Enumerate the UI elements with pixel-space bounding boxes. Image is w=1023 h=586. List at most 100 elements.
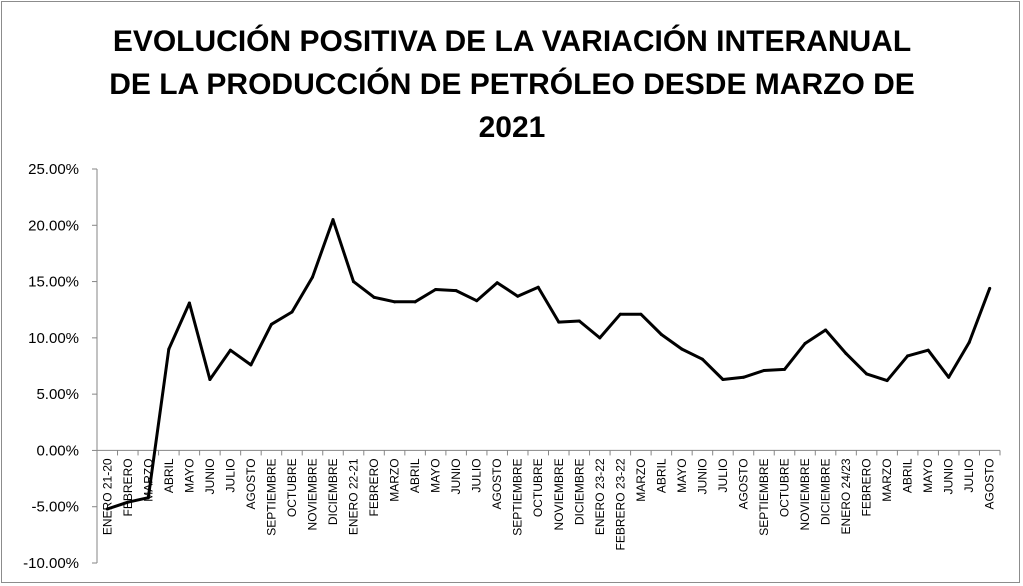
data-point — [208, 378, 212, 382]
x-tick-label: NOVIEMBRE — [305, 458, 319, 530]
x-tick-label: MAYO — [182, 458, 196, 492]
x-tick-label: JUNIO — [449, 458, 463, 494]
data-point — [618, 312, 622, 316]
x-tick-label: ENERO 23-22 — [593, 458, 607, 535]
data-point — [249, 363, 253, 367]
y-axis-tick-marks — [92, 168, 97, 564]
x-tick-label: FEBRERO — [121, 458, 135, 516]
x-tick-label: ABRIL — [901, 458, 915, 493]
data-point — [639, 312, 643, 316]
data-point — [187, 301, 191, 305]
x-tick-label: MAYO — [429, 458, 443, 492]
x-tick-label: FEBRERO 23-22 — [613, 458, 627, 550]
data-point — [495, 281, 499, 285]
data-point — [906, 354, 910, 358]
data-point — [413, 300, 417, 304]
x-tick-label: SEPTIEMBRE — [511, 458, 525, 535]
data-point — [167, 347, 171, 351]
data-point — [557, 320, 561, 324]
data-point — [536, 285, 540, 289]
x-tick-label: FEBRERO — [860, 458, 874, 516]
y-axis-tick-labels: -10.00% -5.00% 0.00% 5.00% 10.00% 15.00% 20.00… — [23, 161, 79, 572]
data-point — [721, 378, 725, 382]
data-point — [885, 379, 889, 383]
x-tick-label: JUNIO — [942, 458, 956, 494]
x-tick-label: OCTUBRE — [285, 458, 299, 517]
y-tick-label: 25.00% — [28, 161, 79, 178]
x-tick-label: NOVIEMBRE — [798, 458, 812, 530]
data-point — [372, 295, 376, 299]
x-tick-label: AGOSTO — [983, 458, 997, 509]
data-point — [598, 336, 602, 340]
y-tick-label: 5.00% — [36, 386, 79, 403]
series-line — [106, 218, 992, 511]
x-tick-label: FEBRERO — [367, 458, 381, 516]
data-point — [865, 372, 869, 376]
x-tick-label: OCTUBRE — [778, 458, 792, 517]
x-tick-label: OCTUBRE — [531, 458, 545, 517]
data-point — [577, 319, 581, 323]
data-point — [947, 375, 951, 379]
data-point — [741, 375, 745, 379]
data-point — [269, 322, 273, 326]
y-tick-label: 0.00% — [36, 442, 79, 459]
data-point — [331, 218, 335, 222]
x-tick-label: AGOSTO — [490, 458, 504, 509]
data-point — [783, 367, 787, 371]
data-point — [803, 341, 807, 345]
x-axis-tick-marks — [96, 450, 1001, 456]
data-point — [475, 299, 479, 303]
x-tick-label: MAYO — [921, 458, 935, 492]
data-point — [926, 348, 930, 352]
y-tick-label: 10.00% — [28, 330, 79, 347]
x-tick-label: DICIEMBRE — [819, 458, 833, 525]
data-point — [659, 332, 663, 336]
x-tick-label: AGOSTO — [736, 458, 750, 509]
x-tick-label: JULIO — [716, 458, 730, 492]
x-tick-label: DICIEMBRE — [572, 458, 586, 525]
x-tick-label: JULIO — [962, 458, 976, 492]
data-point — [126, 500, 130, 504]
x-tick-label: ENERO 22-21 — [347, 458, 361, 535]
x-tick-label: SEPTIEMBRE — [757, 458, 771, 535]
x-tick-label: ABRIL — [408, 458, 422, 493]
x-axis-tick-labels: ENERO 21-20 FEBRERO MARZO ABRIL MAYO JUNIO JUL… — [100, 458, 996, 550]
data-point — [310, 275, 314, 279]
data-point — [700, 357, 704, 361]
data-point — [516, 294, 520, 298]
data-point — [454, 289, 458, 293]
x-tick-label: MARZO — [880, 458, 894, 501]
chart-title: EVOLUCIÓN POSITIVA DE LA VARIACIÓN INTER… — [109, 25, 915, 144]
data-point — [824, 328, 828, 332]
x-tick-label: JULIO — [223, 458, 237, 492]
x-tick-label: NOVIEMBRE — [552, 458, 566, 530]
data-point — [105, 507, 109, 511]
y-tick-label: -5.00% — [31, 499, 79, 516]
x-tick-label: SEPTIEMBRE — [264, 458, 278, 535]
data-point — [762, 369, 766, 373]
x-tick-label: JUNIO — [695, 458, 709, 494]
x-tick-label: DICIEMBRE — [326, 458, 340, 525]
y-tick-label: 20.00% — [28, 217, 79, 234]
x-tick-label: JUNIO — [203, 458, 217, 494]
x-tick-label: ABRIL — [654, 458, 668, 493]
data-point — [434, 287, 438, 291]
data-point — [988, 286, 992, 290]
x-tick-label: ENERO 21-20 — [100, 458, 114, 535]
x-tick-label: JULIO — [470, 458, 484, 492]
x-tick-label: MAYO — [675, 458, 689, 492]
data-point — [352, 280, 356, 284]
y-tick-label: 15.00% — [28, 274, 79, 291]
x-tick-label: AGOSTO — [244, 458, 258, 509]
x-tick-label: ABRIL — [162, 458, 176, 493]
data-point — [228, 348, 232, 352]
x-tick-label: MARZO — [634, 458, 648, 501]
data-point — [393, 300, 397, 304]
x-tick-label: ENERO 24/23 — [839, 458, 853, 534]
data-point — [844, 352, 848, 356]
data-point — [146, 496, 150, 500]
data-point — [967, 340, 971, 344]
data-point — [290, 310, 294, 314]
